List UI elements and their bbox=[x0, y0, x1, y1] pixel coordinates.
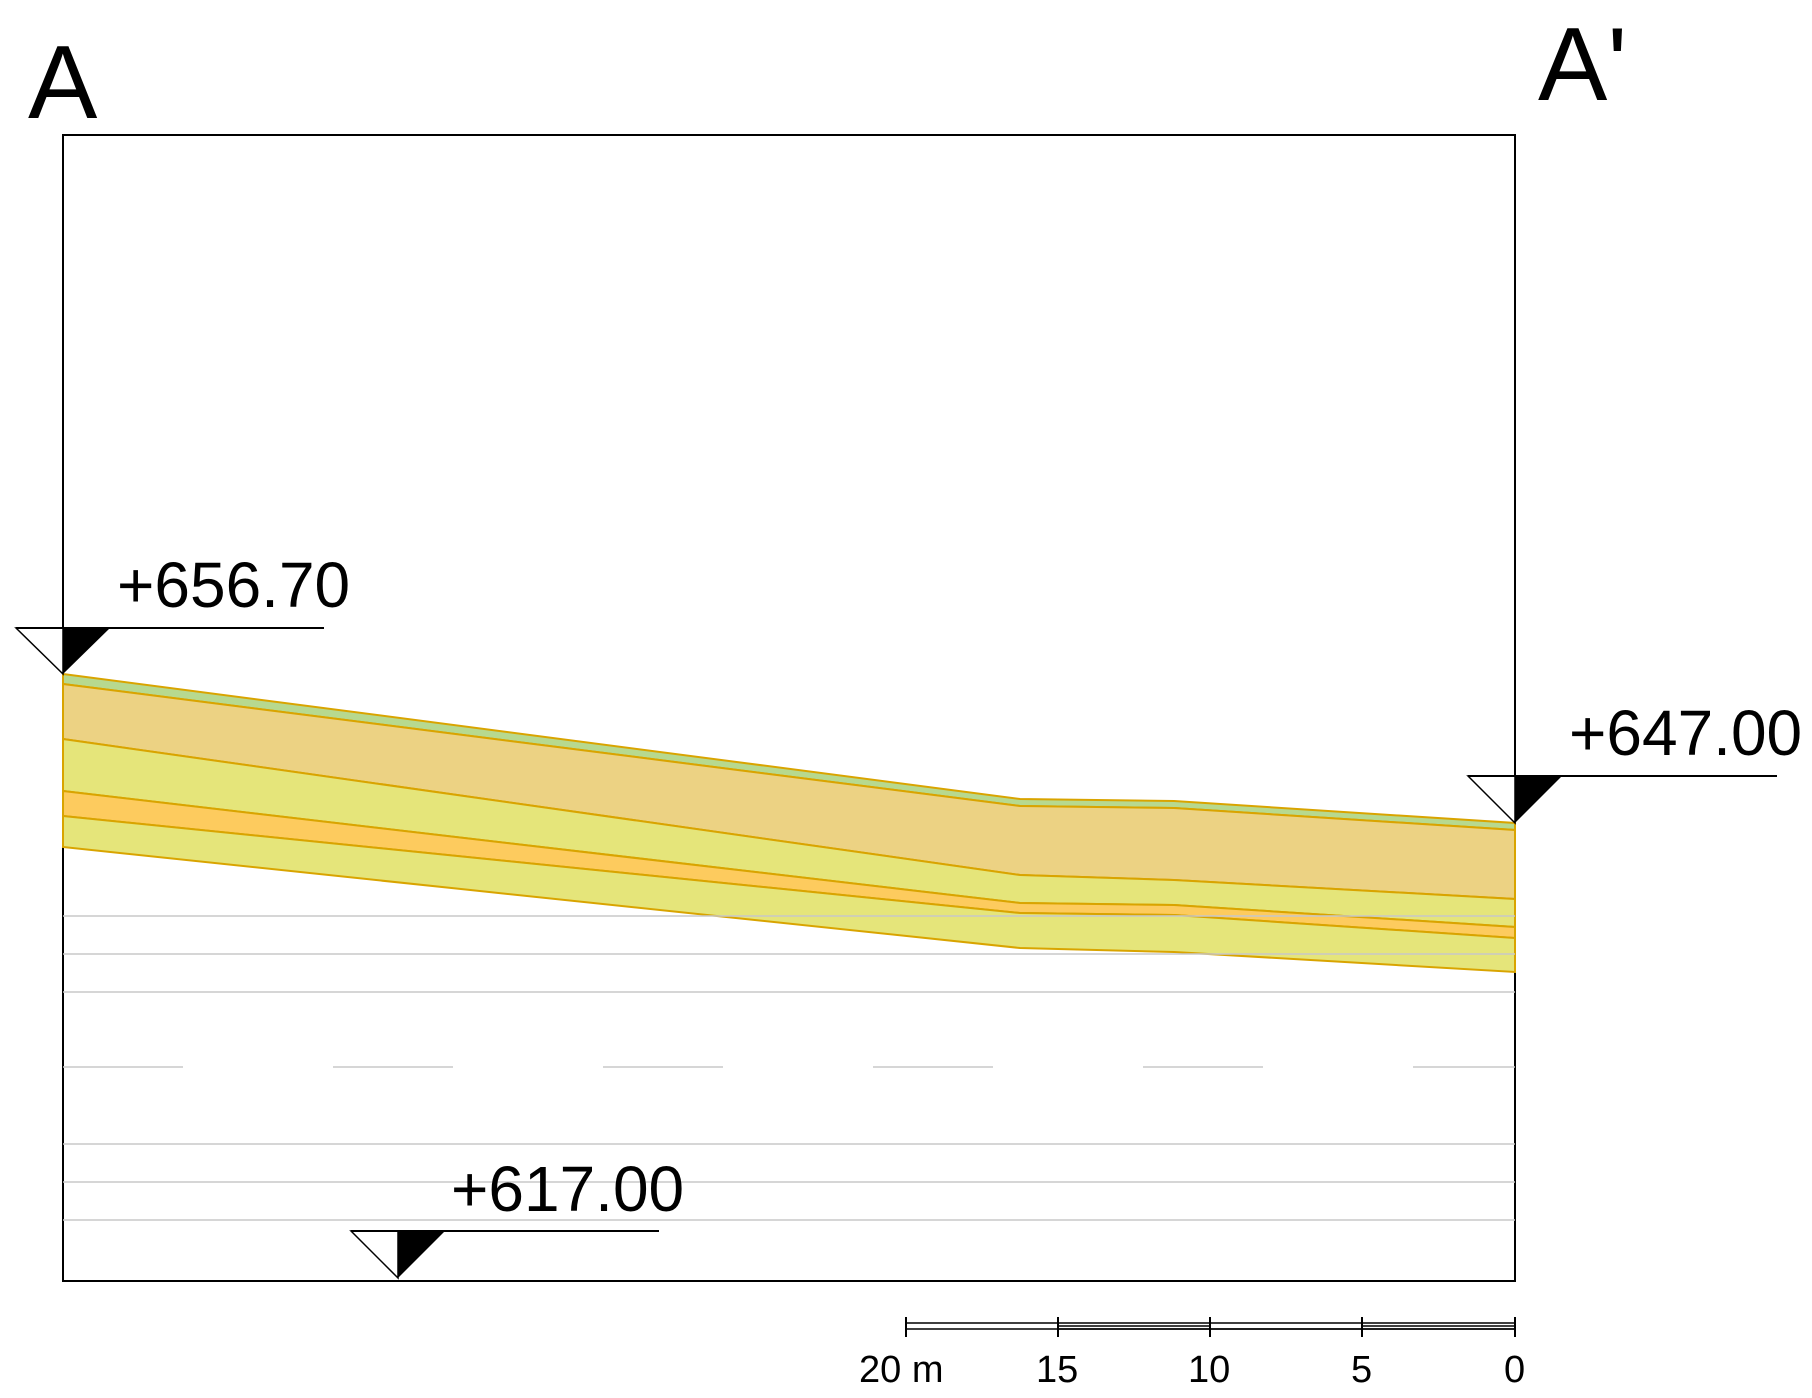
elevation-marker-right: +647.00 bbox=[1466, 697, 1802, 825]
scale-tick-20: 20 m bbox=[859, 1349, 943, 1391]
marker-triangle-fill bbox=[63, 628, 110, 674]
scale-bar bbox=[905, 1317, 1516, 1337]
geological-layers bbox=[62, 672, 1516, 974]
section-label-end: A' bbox=[1538, 7, 1627, 123]
scale-tick-5: 5 bbox=[1351, 1349, 1372, 1391]
marker-triangle-fill bbox=[1515, 776, 1562, 823]
ground-lines bbox=[63, 915, 1515, 1221]
scale-bar-labels: 20 m 15 10 5 0 bbox=[859, 1349, 1525, 1391]
marker-triangle-outline bbox=[1466, 775, 1516, 825]
marker-triangle-outline bbox=[14, 627, 64, 676]
section-label-start: A bbox=[28, 25, 98, 141]
elevation-marker-left: +656.70 bbox=[14, 549, 350, 676]
elevation-marker-bottom: +617.00 bbox=[349, 1153, 684, 1280]
scale-tick-15: 15 bbox=[1036, 1349, 1078, 1391]
scale-tick-0: 0 bbox=[1504, 1349, 1525, 1391]
elevation-label-bottom: +617.00 bbox=[451, 1153, 684, 1225]
scale-tick-10: 10 bbox=[1188, 1349, 1230, 1391]
layer-5 bbox=[62, 814, 1516, 974]
marker-triangle-outline bbox=[349, 1230, 399, 1280]
elevation-label-right: +647.00 bbox=[1569, 697, 1802, 769]
elevation-label-left: +656.70 bbox=[117, 549, 350, 621]
marker-triangle-fill bbox=[398, 1231, 445, 1278]
